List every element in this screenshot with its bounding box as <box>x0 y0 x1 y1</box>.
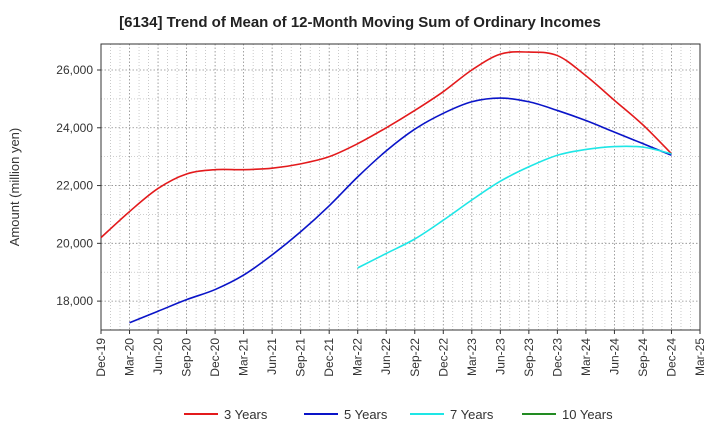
x-tick-label: Dec-19 <box>94 338 108 377</box>
x-tick-label: Mar-24 <box>579 338 593 376</box>
legend-label-7-years: 7 Years <box>450 407 494 422</box>
x-tick-label: Dec-23 <box>550 338 564 377</box>
x-tick-label: Mar-20 <box>123 338 137 376</box>
legend-label-3-years: 3 Years <box>224 407 268 422</box>
grid-layer <box>100 44 701 331</box>
x-tick-label: Dec-21 <box>322 338 336 377</box>
series-line-7-years <box>357 145 672 269</box>
series-line-3-years <box>100 51 673 239</box>
legend-label-10-years: 10 Years <box>562 407 613 422</box>
x-tick-label: Dec-20 <box>208 338 222 377</box>
x-tick-label: Dec-24 <box>664 338 678 377</box>
x-tick-label: Jun-22 <box>379 338 393 375</box>
y-axis-label: Amount (million yen) <box>7 128 22 247</box>
chart-title: [6134] Trend of Mean of 12-Month Moving … <box>119 14 601 31</box>
x-tick-label: Sep-20 <box>180 338 194 377</box>
plot-frame <box>100 43 701 331</box>
x-tick-label: Jun-23 <box>493 338 507 375</box>
y-tick-label: 18,000 <box>56 294 93 308</box>
x-tick-label: Sep-21 <box>294 338 308 377</box>
x-tick-label: Mar-22 <box>351 338 365 376</box>
axis-layer: 18,000 20,000 22,000 24,000 26,000 Dec-19 Mar-… <box>7 43 707 377</box>
legend: 3 Years 5 Years 7 Years 10 Years <box>184 407 613 422</box>
x-tick-label: Mar-25 <box>693 338 707 376</box>
x-tick-label: Sep-23 <box>522 338 536 377</box>
series-layer <box>100 51 673 324</box>
x-tick-label: Jun-21 <box>265 338 279 375</box>
x-tick-label: Jun-20 <box>151 338 165 375</box>
y-tick-label: 22,000 <box>56 179 93 193</box>
x-tick-label: Sep-24 <box>636 338 650 377</box>
x-tick-label: Jun-24 <box>607 338 621 375</box>
x-tick-label: Sep-22 <box>408 338 422 377</box>
x-tick-label: Mar-21 <box>237 338 251 376</box>
x-tick-label: Dec-22 <box>436 338 450 377</box>
y-tick-label: 24,000 <box>56 121 93 135</box>
x-tick-label: Mar-23 <box>465 338 479 376</box>
y-tick-label: 26,000 <box>56 63 93 77</box>
series-line-5-years <box>129 97 672 324</box>
y-tick-label: 20,000 <box>56 236 93 250</box>
legend-label-5-years: 5 Years <box>344 407 388 422</box>
